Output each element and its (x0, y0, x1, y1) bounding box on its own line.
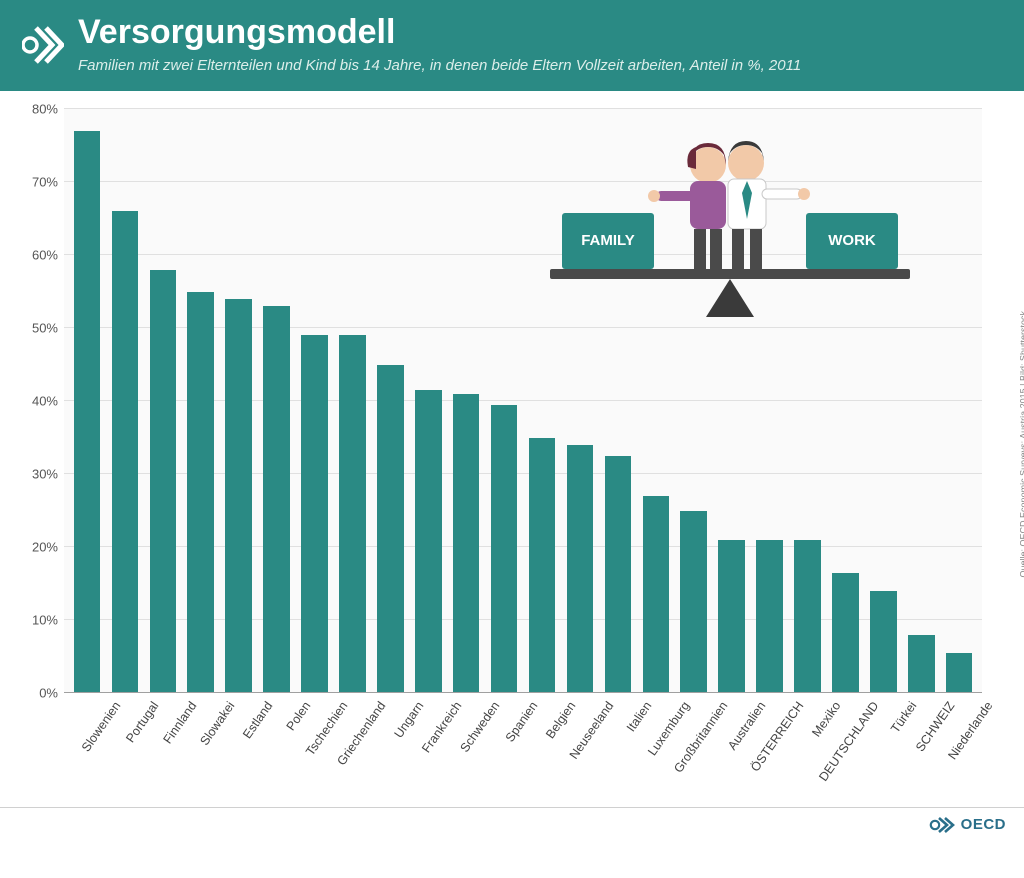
bar (680, 511, 707, 694)
bar (529, 438, 556, 694)
footer-bar: OECD (0, 807, 1024, 841)
oecd-chevron-icon (22, 20, 64, 75)
balance-fulcrum-icon (706, 279, 754, 317)
chart-area: 0% 10% 20% 30% 40% 50% 60% 70% 80% SlowenienPort… (0, 91, 1024, 807)
balance-plank-icon (550, 269, 910, 279)
bar-slot (144, 109, 182, 693)
bar (453, 394, 480, 693)
bar-slot (409, 109, 447, 693)
bar (415, 390, 442, 693)
bar (908, 635, 935, 693)
footer-oecd-logo: OECD (929, 815, 1006, 835)
man-figure-icon (728, 141, 810, 269)
y-tick-label: 80% (8, 102, 58, 117)
family-box-label: FAMILY (581, 232, 635, 249)
bar-slot (258, 109, 296, 693)
y-tick-label: 0% (8, 686, 58, 701)
x-axis-labels: SlowenienPortugalFinnlandSlowakeiEstland… (64, 693, 982, 793)
page-title: Versorgungsmodell (78, 14, 1002, 51)
bar (339, 335, 366, 693)
bar-slot (485, 109, 523, 693)
y-tick-label: 40% (8, 394, 58, 409)
bar (74, 131, 101, 693)
y-tick-label: 30% (8, 467, 58, 482)
bar (718, 540, 745, 693)
bar-slot (940, 109, 978, 693)
bar (870, 591, 897, 693)
bar-slot (447, 109, 485, 693)
bar (567, 445, 594, 693)
header-text-block: Versorgungsmodell Familien mit zwei Elte… (78, 14, 1002, 74)
x-label-slot: Niederlande (940, 693, 978, 793)
bar (112, 211, 139, 693)
woman-figure-icon (648, 143, 726, 269)
header-bar: Versorgungsmodell Familien mit zwei Elte… (0, 0, 1024, 91)
y-tick-label: 50% (8, 321, 58, 336)
bar (150, 270, 177, 693)
y-tick-label: 60% (8, 248, 58, 263)
bar (643, 496, 670, 693)
bar-slot (68, 109, 106, 693)
bar-slot (371, 109, 409, 693)
bar-slot (182, 109, 220, 693)
footer-org-label: OECD (961, 816, 1006, 833)
y-tick-label: 20% (8, 540, 58, 555)
bar (263, 306, 290, 693)
bar (491, 405, 518, 693)
bar-slot (220, 109, 258, 693)
y-tick-label: 10% (8, 613, 58, 628)
bar-slot (296, 109, 334, 693)
family-work-illustration: FAMILY WORK (530, 121, 930, 321)
bar-slot (106, 109, 144, 693)
work-box-label: WORK (828, 232, 876, 249)
bar (187, 292, 214, 694)
bar (225, 299, 252, 693)
bar (832, 573, 859, 693)
bar-slot (333, 109, 371, 693)
source-attribution: Quelle: OECD Economic Surveys: Austria 2… (1018, 311, 1024, 577)
bar (946, 653, 973, 693)
bar (301, 335, 328, 693)
y-tick-label: 70% (8, 175, 58, 190)
bar (605, 456, 632, 693)
bar (756, 540, 783, 693)
bar (377, 365, 404, 694)
bar (794, 540, 821, 693)
page-subtitle: Familien mit zwei Elternteilen und Kind … (78, 57, 1002, 74)
